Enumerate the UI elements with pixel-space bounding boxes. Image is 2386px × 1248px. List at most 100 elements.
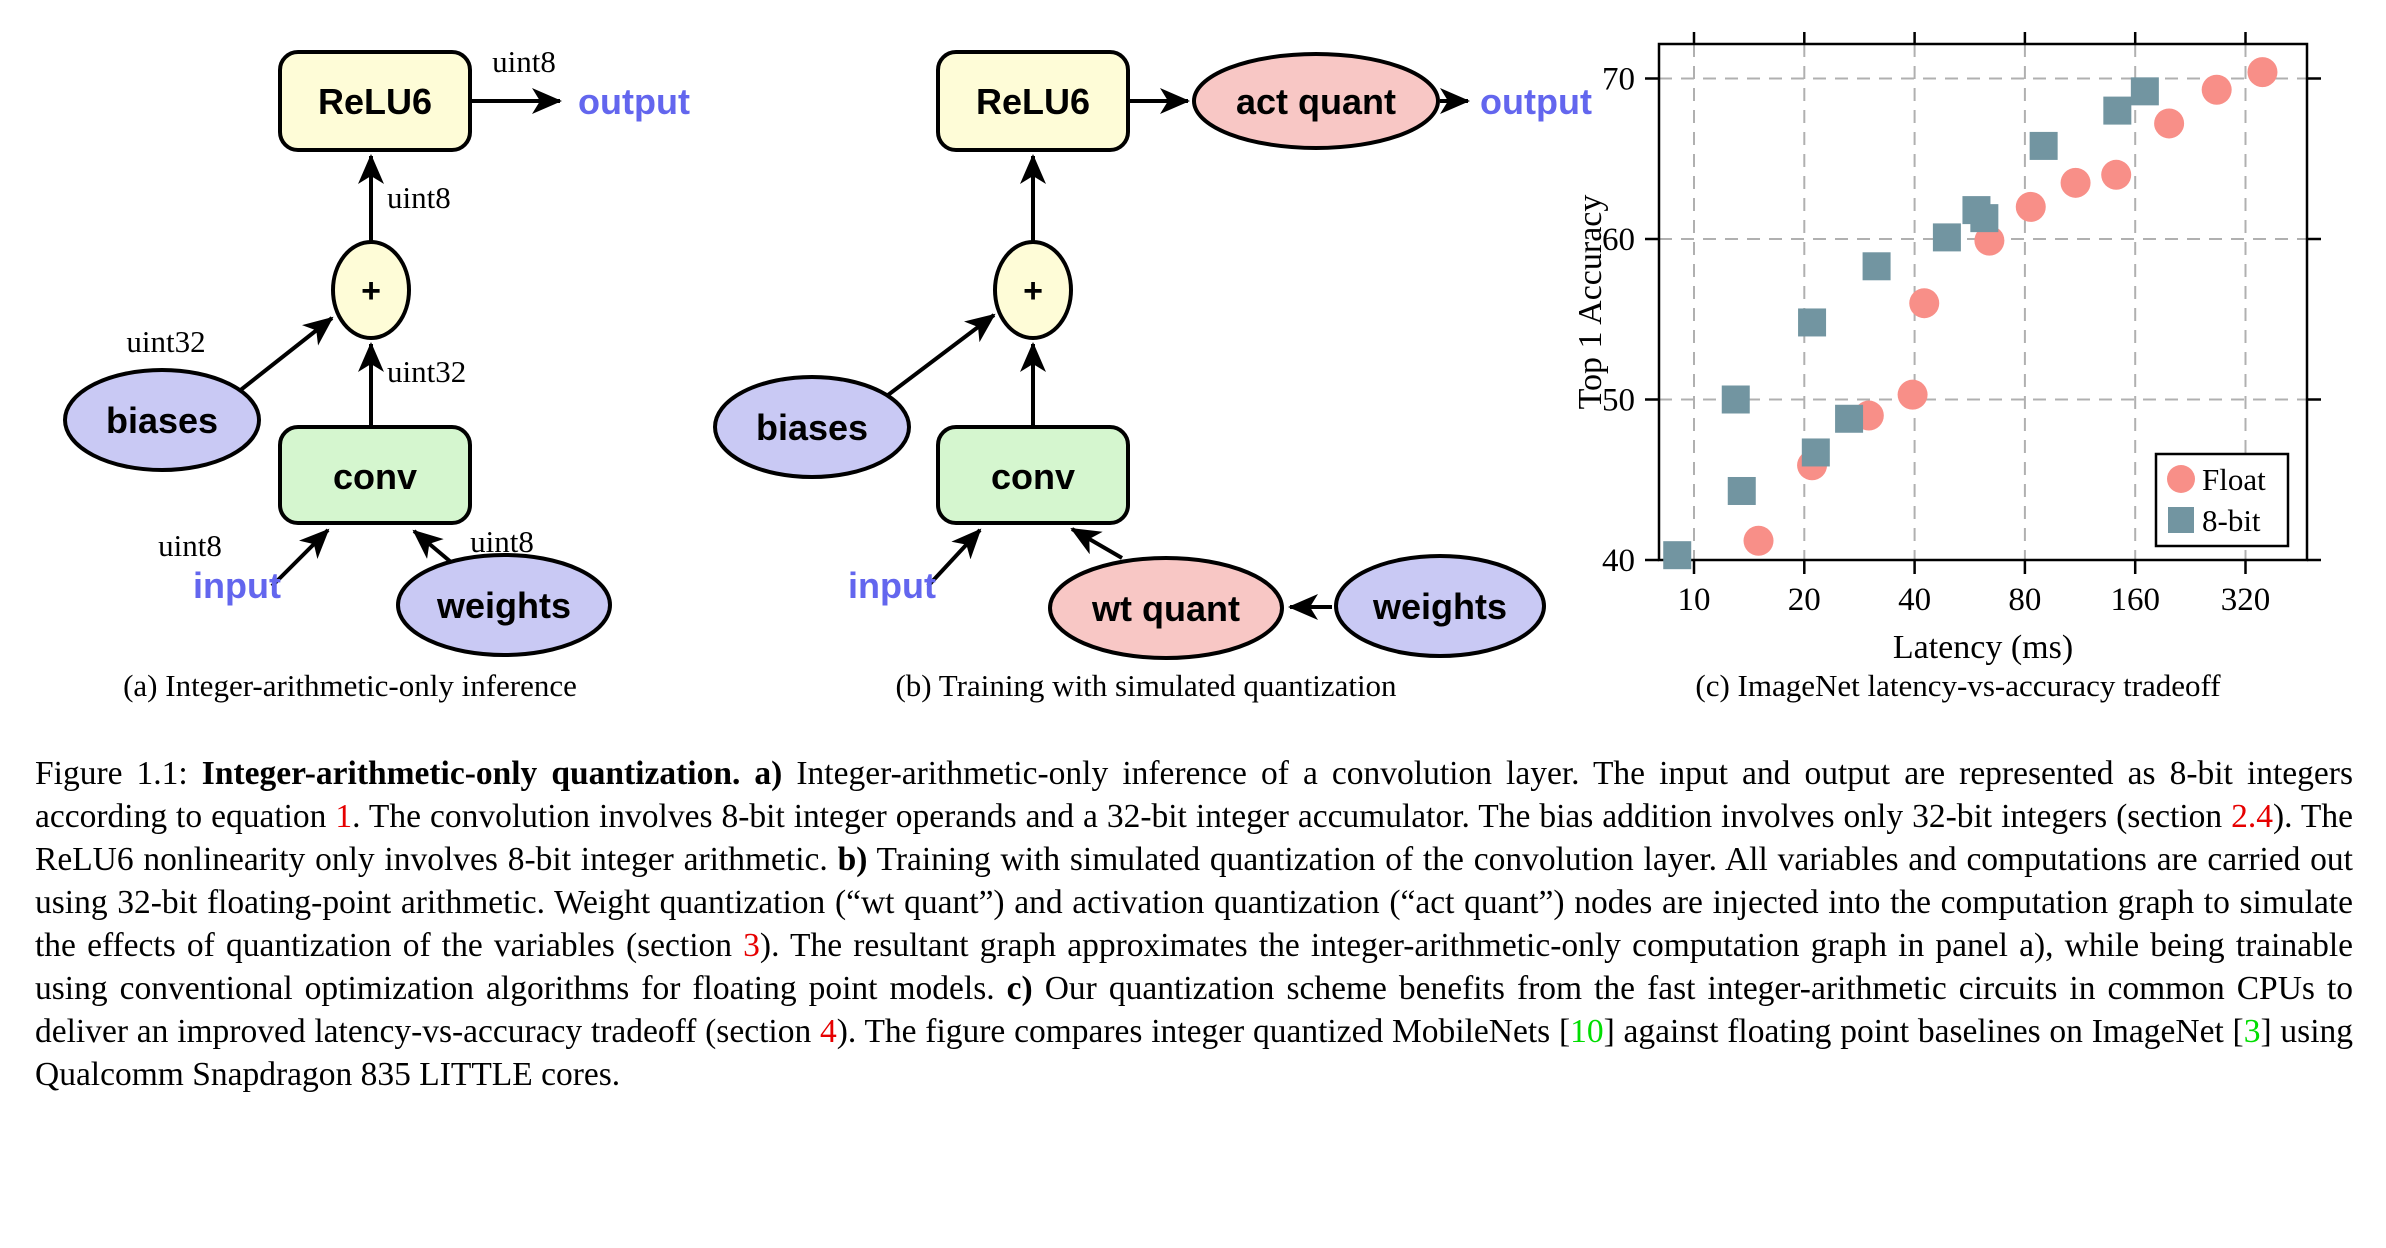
caption-segment-bold: Integer-arithmetic-only quantization. a)	[201, 755, 783, 792]
y-axis-label: Top 1 Accuracy	[1572, 195, 1609, 410]
weights-node	[396, 553, 612, 657]
caption-segment-red: 1	[335, 798, 353, 835]
x-tick-label: 40	[1898, 582, 1931, 618]
caption-segment-green: 3	[2243, 1013, 2261, 1050]
diagram-integer-inference: ReLU6 + conv biases weights uint8 uint8 …	[63, 44, 690, 657]
conv-label: conv	[333, 456, 417, 497]
caption-segment-red: 4	[819, 1013, 837, 1050]
figure-caption: Figure 1.1: Integer-arithmetic-only quan…	[35, 752, 2353, 1096]
legend-marker-float	[2167, 465, 2195, 493]
add-node	[993, 240, 1073, 340]
add-label: +	[1023, 272, 1043, 310]
uint32-biases-label: uint32	[126, 324, 205, 359]
caption-segment-plain: ). The ReLU6 nonlinearity only involves …	[35, 798, 2354, 878]
caption-segment-plain: ). The figure compares integer quantized…	[836, 1013, 1571, 1050]
caption-segment-red: 3	[743, 927, 760, 964]
x-tick-label: 80	[2008, 582, 2041, 618]
data-point-8-bit	[1801, 438, 1830, 467]
data-point-8-bit	[2103, 96, 2132, 125]
output-label: output	[578, 81, 690, 122]
y-tick-label: 50	[1602, 383, 1635, 419]
data-point-8-bit	[1932, 223, 1961, 252]
legend-marker-8-bit	[2168, 507, 2194, 533]
edge-biases-to-add	[882, 313, 996, 400]
weights-label: weights	[436, 585, 571, 626]
data-point-float	[1909, 288, 1940, 319]
data-point-8-bit	[1862, 252, 1891, 281]
legend-label-8-bit: 8-bit	[2202, 503, 2261, 538]
y-tick-label: 70	[1602, 62, 1635, 98]
latency-accuracy-chart: Latency (ms) Top 1 Accuracy 10 20 40 80 160 3…	[1572, 32, 2321, 666]
data-point-float	[1974, 225, 2005, 256]
relu6-node	[936, 50, 1130, 152]
caption-segment-plain: ] using Qualcomm Snapdragon 835 LITTLE c…	[35, 1013, 2353, 1093]
act-quant-label: act quant	[1236, 81, 1396, 122]
input-label: input	[848, 565, 936, 606]
data-point-float	[1743, 525, 1774, 556]
x-axis-label: Latency (ms)	[1893, 629, 2073, 666]
weights-node	[1334, 554, 1546, 658]
uint32-conv-label: uint32	[387, 354, 466, 389]
uint8-weights-label: uint8	[470, 524, 534, 559]
data-point-8-bit	[1663, 541, 1692, 570]
caption-segment-plain: Our quantization scheme benefits from th…	[35, 970, 2353, 1050]
data-point-8-bit	[1798, 308, 1827, 337]
output-label: output	[1480, 81, 1592, 122]
biases-label: biases	[106, 400, 218, 441]
caption-segment-plain: . The convolution involves 8-bit integer…	[352, 798, 2232, 835]
relu6-node	[278, 50, 472, 152]
biases-label: biases	[756, 407, 868, 448]
caption-segment-bold: c)	[1006, 970, 1033, 1007]
input-label: input	[193, 565, 281, 606]
biases-node	[63, 368, 261, 472]
panel-c-caption: (c) ImageNet latency-vs-accuracy tradeof…	[1695, 668, 2221, 703]
y-tick-label: 40	[1602, 543, 1635, 579]
conv-node	[936, 425, 1130, 525]
caption-segment-plain: ). The resultant graph approximates the …	[35, 927, 2353, 1007]
panel-b-caption: (b) Training with simulated quantization	[895, 668, 1397, 703]
x-tick-label: 10	[1678, 582, 1711, 618]
edge-wtquant-to-conv	[1070, 527, 1124, 560]
act-quant-node	[1192, 52, 1440, 150]
caption-segment-bold: b)	[837, 841, 868, 878]
y-tick-label: 60	[1602, 222, 1635, 258]
data-point-8-bit	[1721, 385, 1750, 414]
data-point-8-bit	[2130, 77, 2159, 106]
x-tick-label: 320	[2221, 582, 2271, 618]
add-label: +	[361, 272, 381, 310]
wt-quant-label: wt quant	[1091, 588, 1240, 629]
biases-node	[713, 375, 911, 479]
plot-border	[1657, 42, 2309, 562]
add-node	[331, 240, 411, 340]
caption-segment-red: 2.4	[2231, 798, 2274, 835]
x-tick-label: 20	[1788, 582, 1821, 618]
data-point-8-bit	[1727, 476, 1756, 505]
data-point-8-bit	[2029, 131, 2058, 160]
edge-input-to-conv	[926, 528, 982, 588]
data-point-float	[2015, 191, 2046, 222]
panel-a-caption: (a) Integer-arithmetic-only inference	[123, 668, 577, 703]
data-point-8-bit	[1970, 204, 1999, 233]
uint8-output-label: uint8	[492, 44, 556, 79]
data-point-float	[2247, 57, 2278, 88]
data-point-8-bit	[1835, 404, 1864, 433]
caption-segment-plain: ] against floating point baselines on Im…	[1603, 1013, 2244, 1050]
conv-label: conv	[991, 456, 1075, 497]
caption-segment-plain: Figure 1.1:	[35, 755, 202, 792]
data-point-float	[2154, 108, 2185, 139]
caption-segment-plain: Integer-arithmetic-only inference of a c…	[35, 755, 2353, 835]
weights-label: weights	[1372, 586, 1507, 627]
diagram-simulated-quantization: ReLU6 act quant + conv biases wt quant w…	[713, 50, 1592, 660]
edge-input-to-conv	[270, 528, 330, 588]
data-point-float	[2201, 74, 2232, 105]
x-tick-label: 160	[2110, 582, 2160, 618]
data-point-float	[2060, 167, 2091, 198]
legend-label-float: Float	[2202, 462, 2266, 497]
data-point-float	[2101, 159, 2132, 190]
caption-segment-green: 10	[1570, 1013, 1604, 1050]
wt-quant-node	[1048, 556, 1284, 660]
relu6-label: ReLU6	[318, 81, 432, 122]
uint8-input-label: uint8	[158, 528, 222, 563]
data-point-float	[1897, 379, 1928, 410]
